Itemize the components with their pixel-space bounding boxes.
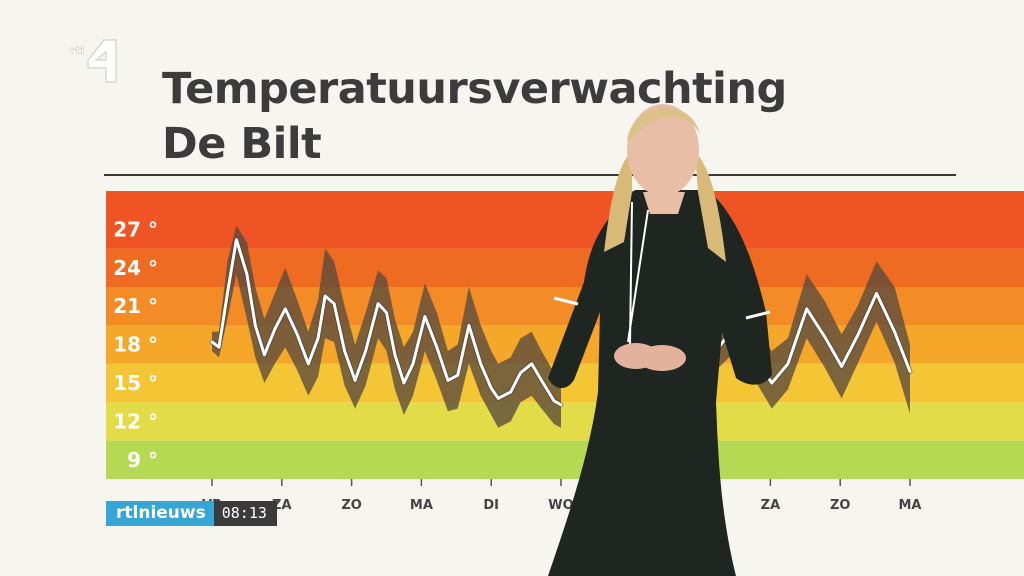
news-ticker: rtlnieuws 08:13 <box>106 501 277 526</box>
x-tick-label: DI <box>483 498 499 513</box>
title-line-1: Temperatuursverwachting <box>162 64 787 114</box>
x-tick-label: ZA <box>272 498 292 513</box>
x-tick-label: ZO <box>830 498 850 513</box>
y-tick-label: 21 ° <box>113 294 158 318</box>
rtl4-logo: rtl <box>70 39 117 83</box>
temperature-band-1 <box>106 402 1024 441</box>
temperature-band-6 <box>106 191 1024 249</box>
y-tick-label: 15 ° <box>113 371 158 395</box>
title-line-2: De Bilt <box>162 119 322 169</box>
clock: 08:13 <box>213 501 277 526</box>
x-tick-label: MA <box>410 498 433 513</box>
svg-text:rtl: rtl <box>70 44 84 57</box>
x-tick-label: ZA <box>761 498 781 513</box>
y-tick-label: 12 ° <box>113 409 158 433</box>
x-tick-label: ZO <box>341 498 361 513</box>
page-title: Temperatuursverwachting De Bilt <box>162 62 787 172</box>
x-tick-label: WO <box>548 498 573 513</box>
rtlnieuws-logo: rtlnieuws <box>106 501 214 526</box>
temperature-band-0 <box>106 440 1024 479</box>
temperature-line-0 <box>210 238 563 407</box>
title-divider <box>104 174 956 176</box>
x-tick-label: MA <box>899 498 922 513</box>
y-tick-label: 24 ° <box>113 256 158 280</box>
y-tick-label: 9 ° <box>127 448 158 472</box>
y-tick-label: 18 ° <box>113 333 158 357</box>
weather-presenter <box>548 104 772 576</box>
y-tick-label: 27 ° <box>113 217 158 241</box>
forecast-range-band-0 <box>212 225 561 428</box>
